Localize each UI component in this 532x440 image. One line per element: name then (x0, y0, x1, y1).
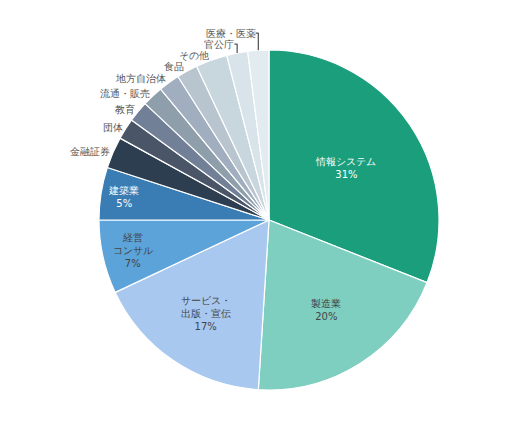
svg-text:教育: 教育 (115, 104, 135, 115)
svg-text:その他: その他 (179, 50, 209, 61)
svg-text:団体: 団体 (103, 122, 123, 133)
svg-text:サービス・出版・宣伝17%: サービス・出版・宣伝17% (181, 295, 231, 332)
svg-text:地方自治体: 地方自治体 (115, 73, 166, 84)
svg-text:官公庁: 官公庁 (204, 39, 234, 50)
svg-text:金融証券: 金融証券 (70, 146, 110, 157)
svg-text:食品: 食品 (164, 61, 184, 72)
svg-text:情報システム31%: 情報システム31% (315, 156, 376, 180)
svg-text:製造業20%: 製造業20% (311, 298, 341, 322)
svg-text:建築業5%: 建築業5% (108, 185, 139, 209)
svg-text:経営コンサル7%: 経営コンサル7% (113, 232, 153, 269)
svg-text:医療・医薬: 医療・医薬 (206, 28, 256, 39)
svg-text:流通・販売: 流通・販売 (100, 88, 150, 99)
